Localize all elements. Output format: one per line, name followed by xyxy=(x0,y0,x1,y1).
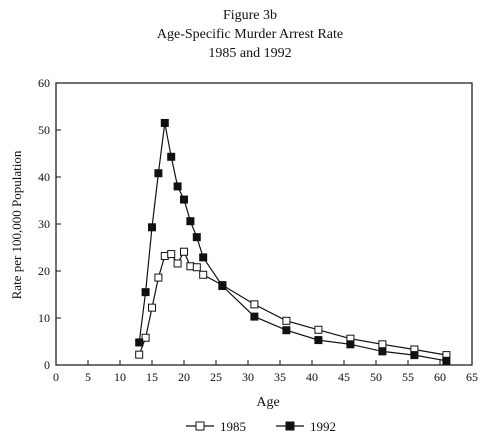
data-point-1985 xyxy=(192,263,201,272)
chart-titles: Figure 3b Age-Specific Murder Arrest Rat… xyxy=(0,6,500,63)
data-point-1985 xyxy=(141,333,150,342)
x-tick-label: 60 xyxy=(434,370,446,384)
data-point-1992 xyxy=(199,253,208,262)
data-point-1992 xyxy=(442,356,451,365)
x-axis-label: Age xyxy=(256,395,279,410)
data-point-1992 xyxy=(167,152,176,161)
data-point-1985 xyxy=(167,250,176,259)
data-point-1992 xyxy=(180,195,188,204)
x-tick-label: 15 xyxy=(146,370,158,384)
series-1992 xyxy=(135,118,451,365)
series-1985 xyxy=(135,247,451,360)
legend-label: 1985 xyxy=(220,419,246,434)
x-tick-label: 20 xyxy=(178,370,190,384)
y-tick-label: 60 xyxy=(38,76,50,90)
data-point-1992 xyxy=(314,336,323,345)
data-point-1985 xyxy=(314,325,323,334)
data-point-1992 xyxy=(173,182,182,191)
data-point-1985 xyxy=(135,350,144,359)
x-tick-label: 0 xyxy=(53,370,59,384)
legend-marker xyxy=(285,421,295,431)
x-tick-label: 50 xyxy=(370,370,382,384)
data-point-1985 xyxy=(148,303,156,312)
series-line-1985 xyxy=(138,250,447,356)
y-tick-label: 30 xyxy=(38,217,50,231)
chart-title: Figure 3b xyxy=(222,8,278,23)
data-point-1992 xyxy=(192,233,201,242)
legend-marker xyxy=(195,421,205,431)
legend-label: 1992 xyxy=(310,419,336,434)
legend-item-1985: 1985 xyxy=(186,419,246,434)
data-point-1992 xyxy=(282,326,291,335)
x-tick-label: 65 xyxy=(466,370,478,384)
data-point-1992 xyxy=(186,217,195,226)
data-point-1992 xyxy=(148,223,156,232)
data-point-1992 xyxy=(160,118,169,127)
x-tick-label: 45 xyxy=(338,370,350,384)
y-tick-label: 50 xyxy=(38,123,50,137)
data-point-1992 xyxy=(410,351,419,360)
x-tick-label: 55 xyxy=(402,370,414,384)
series-line-1992 xyxy=(138,122,447,362)
chart-subtitle: Age-Specific Murder Arrest Rate xyxy=(156,27,344,42)
x-tick-label: 5 xyxy=(85,370,91,384)
x-tick-label: 25 xyxy=(210,370,222,384)
y-tick-label: 10 xyxy=(38,311,50,325)
data-point-1992 xyxy=(218,282,227,291)
data-point-1985 xyxy=(282,316,291,325)
x-tick-label: 40 xyxy=(306,370,318,384)
data-point-1992 xyxy=(154,169,163,178)
chart-subtitle-years: 1985 and 1992 xyxy=(208,46,292,61)
data-point-1985 xyxy=(199,270,208,279)
data-point-1992 xyxy=(378,347,387,356)
data-point-1985 xyxy=(378,340,387,349)
data-point-1992 xyxy=(250,312,259,321)
data-point-1992 xyxy=(346,340,355,349)
y-tick-label: 0 xyxy=(44,358,50,372)
y-tick-label: 40 xyxy=(38,170,50,184)
y-axis-label: Rate per 100,000 Population xyxy=(9,150,24,299)
legend: 1985 1992 xyxy=(186,419,336,434)
data-point-1985 xyxy=(154,273,163,282)
plot-frame xyxy=(55,82,473,366)
data-point-1985 xyxy=(180,247,188,256)
axes: 0 5 10 15 20 25 30 35 40 45 50 55 60 65 0 10 20 30 40 50 60 xyxy=(38,76,478,384)
y-tick-label: 20 xyxy=(38,264,50,278)
series-layer xyxy=(135,118,451,365)
x-tick-label: 10 xyxy=(114,370,126,384)
data-point-1992 xyxy=(141,288,150,297)
data-point-1985 xyxy=(173,259,182,268)
x-tick-label: 30 xyxy=(242,370,254,384)
legend-item-1992: 1992 xyxy=(276,419,336,434)
data-point-1992 xyxy=(135,338,144,347)
x-tick-label: 35 xyxy=(274,370,286,384)
data-point-1985 xyxy=(250,300,259,309)
